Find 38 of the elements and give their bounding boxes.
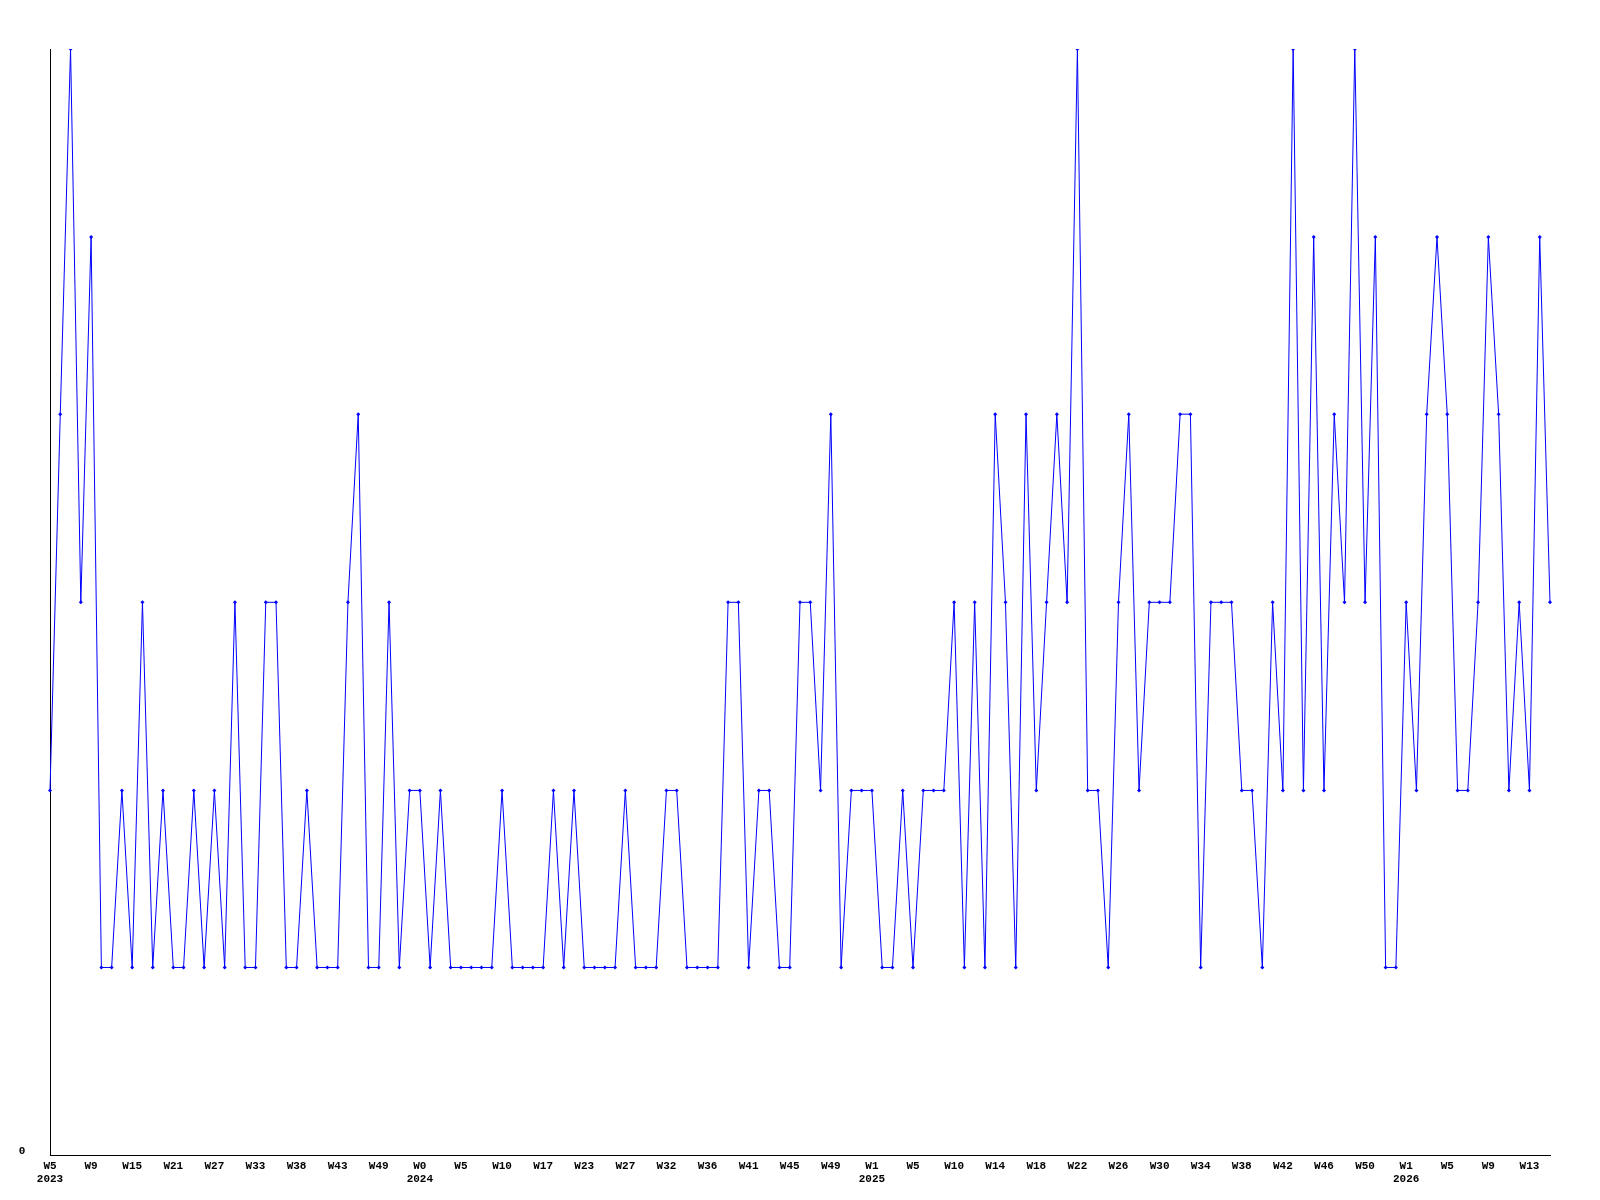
x-tick-label: W32: [656, 1159, 677, 1172]
x-tick-label: W9: [84, 1159, 98, 1172]
x-tick-label: W43: [327, 1159, 348, 1172]
text: 0: [18, 1145, 26, 1158]
x-tick-label: W36: [697, 1159, 718, 1172]
x-tick-label: W13: [1519, 1159, 1540, 1172]
x-tick-label: W27: [204, 1159, 225, 1172]
x-tick-label: W22: [1067, 1159, 1088, 1172]
x-tick-label: W5: [454, 1159, 468, 1172]
x-tick-label: W5 2023: [36, 1159, 64, 1186]
x-tick-label: W5: [906, 1159, 921, 1172]
x-tick-label: W26: [1108, 1159, 1129, 1172]
x-tick-label: W14: [985, 1159, 1006, 1172]
x-tick-label: W27: [615, 1159, 636, 1172]
x-tick-label: W41: [738, 1159, 759, 1172]
x-tick-label: W1 2025: [858, 1159, 886, 1186]
x-tick-label: W18: [1026, 1159, 1047, 1172]
x-tick-label: W15: [122, 1159, 143, 1172]
x-tick-label: W30: [1149, 1159, 1170, 1172]
x-tick-label: W9: [1481, 1159, 1495, 1172]
x-tick-label: W50: [1355, 1159, 1375, 1172]
x-tick-label: W46: [1314, 1159, 1334, 1172]
x-tick-label: W33: [245, 1159, 266, 1172]
x-tick-label: W42: [1272, 1159, 1293, 1172]
x-tick-label: W45: [779, 1159, 801, 1172]
x-tick-label: W21: [163, 1159, 184, 1172]
x-tick-label: W49: [368, 1159, 389, 1172]
x-tick-label: W38: [1231, 1159, 1253, 1172]
x-tick-label: W10: [944, 1159, 965, 1172]
x-tick-label: W5: [1440, 1159, 1455, 1172]
x-tick-label: W34: [1190, 1159, 1211, 1172]
x-tick-label: W1 2026: [1392, 1159, 1420, 1186]
x-tick-label: W38: [286, 1159, 307, 1172]
x-tick-label: W10: [492, 1159, 512, 1172]
x-tick-label: W23: [574, 1159, 595, 1172]
x-tick-label: W17: [533, 1159, 554, 1172]
x-tick-label: W49: [820, 1159, 841, 1172]
x-tick-label: W0 2024: [406, 1159, 434, 1186]
